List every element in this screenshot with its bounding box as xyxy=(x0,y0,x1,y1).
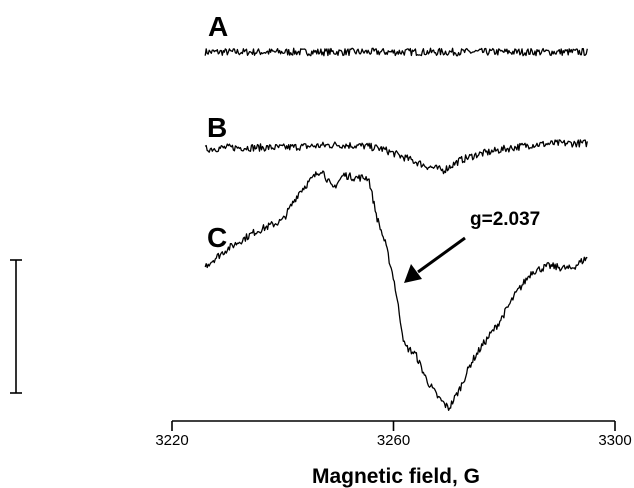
x-tick-label: 3260 xyxy=(377,432,410,449)
spectra-traces xyxy=(204,47,588,411)
x-axis-label: Magnetic field, G xyxy=(312,465,480,488)
x-tick-label: 3300 xyxy=(598,432,631,449)
spectrum-label-a: A xyxy=(208,11,228,42)
intensity-scale-bar xyxy=(10,259,22,394)
x-axis-ticks: 3220 3260 3300 xyxy=(155,421,632,449)
spectrum-trace-a xyxy=(204,47,588,57)
spectrum-labels: A B C xyxy=(207,11,228,253)
x-tick-label: 3220 xyxy=(155,432,188,449)
g-value-annotation: g=2.037 xyxy=(470,209,540,230)
spectrum-trace-c xyxy=(204,170,588,411)
spectrum-label-c: C xyxy=(207,222,227,253)
spectrum-label-b: B xyxy=(207,112,227,143)
annotation-arrow xyxy=(404,236,466,283)
spectrum-trace-b xyxy=(204,139,588,175)
